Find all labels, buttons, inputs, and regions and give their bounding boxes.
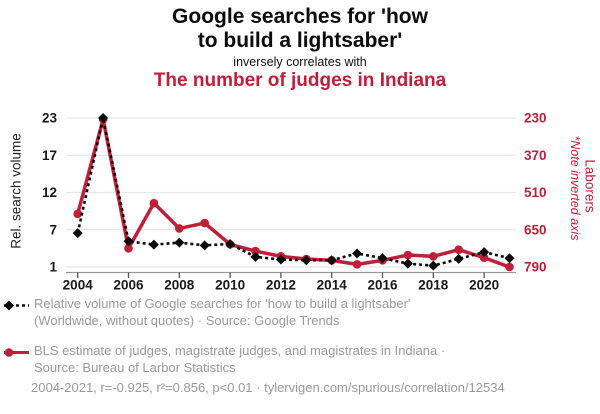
series-google-point <box>428 260 439 271</box>
series-google-point <box>174 237 185 248</box>
series-judges-point <box>429 252 438 261</box>
x-axis-tick-label: 2012 <box>266 278 296 293</box>
legend-marker-red-circle-icon <box>4 348 29 357</box>
series-google-point <box>148 239 159 250</box>
x-axis-tick-label: 2014 <box>317 278 348 293</box>
series-google-point <box>352 248 363 259</box>
right-axis-tick-label: 790 <box>524 260 547 275</box>
series-google-point <box>326 255 337 266</box>
x-axis-tick-label: 2010 <box>215 278 245 293</box>
left-axis-tick-label: 1 <box>49 260 57 275</box>
series-google-point <box>377 253 388 264</box>
x-axis-tick-label: 2006 <box>113 278 144 293</box>
legend-label-google-line2: (Worldwide, without quotes) · Source: Go… <box>34 312 340 328</box>
series-google-point <box>98 113 109 123</box>
series-google-point <box>504 253 515 264</box>
stats-footer: 2004-2021, r=-0.925, r²=0.856, p<0.01 · … <box>31 380 505 395</box>
legend-label-google-line1: Relative volume of Google searches for '… <box>34 296 411 311</box>
series-google-point <box>301 255 312 266</box>
left-axis-tick-label: 7 <box>49 222 57 237</box>
series-judges-point <box>352 260 362 269</box>
series-google-point <box>199 240 210 251</box>
series-google-point <box>123 236 134 247</box>
chart-svg: 2004 2006 2008 2010 2012 2014 2016 2018 20202317… <box>42 111 547 293</box>
series-judges-point <box>479 253 489 262</box>
chart-title-line2: to build a lightsaber' <box>197 29 403 52</box>
legend-label-google-searches: Relative volume of Google searches for '… <box>34 296 410 329</box>
left-axis-tick-label: 12 <box>42 185 57 200</box>
x-axis-tick-label: 2008 <box>164 278 195 293</box>
legend-label-judges: BLS estimate of judges, magistrate judge… <box>34 343 445 376</box>
x-axis-tick-label: 2016 <box>367 278 398 293</box>
left-axis-tick-label: 23 <box>42 111 58 126</box>
legend-label-judges-line2: Source: Bureau of Larbor Statistics <box>34 359 236 375</box>
chart-subtitle: The number of judges in Indiana <box>153 70 447 91</box>
series-judges-point <box>149 198 159 208</box>
correlation-connector-text: inversely correlates with <box>233 55 367 69</box>
right-axis-tick-label: 650 <box>524 222 547 237</box>
series-judges-line <box>75 117 512 269</box>
series-google-point <box>250 251 261 262</box>
series-google-point <box>402 258 413 269</box>
right-axis-tick-label: 230 <box>524 111 547 126</box>
series-google-point <box>453 253 464 264</box>
series-judges-point <box>403 250 413 260</box>
legend-item-judges: BLS estimate of judges, magistrate judge… <box>3 343 445 376</box>
series-judges-point <box>73 209 82 219</box>
series-judges-point <box>175 224 184 233</box>
chart-title-line1: Google searches for 'how <box>172 5 428 28</box>
series-judges-point <box>200 218 209 228</box>
series-google-line <box>76 116 510 267</box>
series-judges-point <box>505 262 514 272</box>
x-axis-tick-label: 2020 <box>469 278 499 293</box>
x-axis-tick-label: 2004 <box>63 278 94 293</box>
series-google-point <box>72 228 83 239</box>
series-judges-point <box>251 246 260 256</box>
series-judges-point <box>454 245 464 255</box>
right-axis-tick-label: 510 <box>524 185 547 200</box>
series-google-point <box>479 247 490 258</box>
right-axis-tick-label: 370 <box>524 148 547 163</box>
legend-item-google-searches: Relative volume of Google searches for '… <box>3 296 410 329</box>
legend-marker-black-diamond-icon <box>4 300 29 311</box>
legend-label-judges-line1: BLS estimate of judges, magistrate judge… <box>34 343 446 358</box>
series-google-point <box>225 238 236 249</box>
x-axis-tick-label: 2018 <box>418 278 449 293</box>
left-axis-tick-label: 17 <box>42 148 57 163</box>
series-judges-point <box>124 244 133 253</box>
